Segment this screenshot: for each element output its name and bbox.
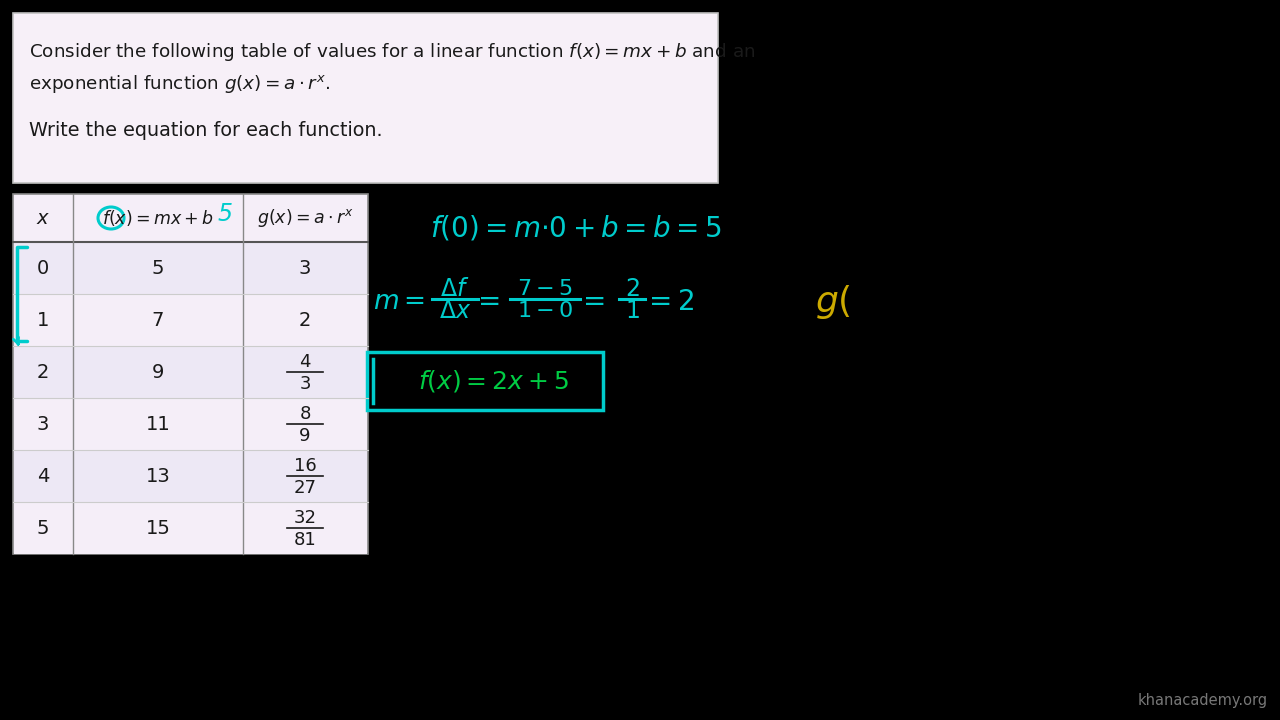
Text: 2: 2 <box>298 310 311 330</box>
Text: $1$: $1$ <box>625 299 640 323</box>
Text: 9: 9 <box>300 427 311 445</box>
Text: $= 2$: $= 2$ <box>643 288 694 316</box>
Text: 2: 2 <box>37 362 49 382</box>
Text: $f(x) = mx + b$: $f(x) = mx + b$ <box>102 208 214 228</box>
Text: 7: 7 <box>152 310 164 330</box>
Text: =: = <box>584 288 607 316</box>
Text: $f(x) = 2x + 5$: $f(x) = 2x + 5$ <box>417 368 568 394</box>
Text: $2$: $2$ <box>625 277 639 301</box>
Text: 9: 9 <box>152 362 164 382</box>
Text: 3: 3 <box>300 375 311 393</box>
Text: 13: 13 <box>146 467 170 485</box>
Text: khanacademy.org: khanacademy.org <box>1138 693 1268 708</box>
Text: exponential function $g(x) = a \cdot r^{x}$.: exponential function $g(x) = a \cdot r^{… <box>29 73 330 95</box>
Text: 11: 11 <box>146 415 170 433</box>
Text: 5: 5 <box>37 518 49 538</box>
Text: Write the equation for each function.: Write the equation for each function. <box>29 121 383 140</box>
Bar <box>14 450 367 502</box>
Text: 1: 1 <box>37 310 49 330</box>
Text: $1 - 0$: $1 - 0$ <box>517 301 573 321</box>
Text: 4: 4 <box>300 353 311 371</box>
Text: 3: 3 <box>37 415 49 433</box>
Text: 81: 81 <box>293 531 316 549</box>
Text: 32: 32 <box>293 509 316 527</box>
Text: $\Delta f$: $\Delta f$ <box>440 277 470 301</box>
Text: $\Delta x$: $\Delta x$ <box>439 299 471 323</box>
Bar <box>14 398 367 450</box>
Text: $7 - 5$: $7 - 5$ <box>517 279 573 299</box>
Text: $g($: $g($ <box>815 283 851 321</box>
FancyBboxPatch shape <box>13 13 718 183</box>
Bar <box>14 502 367 554</box>
Text: Consider the following table of values for a linear function $f(x) = mx + b$ and: Consider the following table of values f… <box>29 41 755 63</box>
Text: 5: 5 <box>152 258 164 277</box>
Text: $f(0) = m{\cdot}0 + b = b = 5$: $f(0) = m{\cdot}0 + b = b = 5$ <box>430 214 722 243</box>
Text: 5: 5 <box>218 202 233 226</box>
FancyBboxPatch shape <box>367 352 603 410</box>
Bar <box>14 294 367 346</box>
Bar <box>14 346 367 398</box>
Text: $g(x) = a \cdot r^x$: $g(x) = a \cdot r^x$ <box>257 207 353 229</box>
Text: $x$: $x$ <box>36 209 50 228</box>
Text: 27: 27 <box>293 479 316 497</box>
Text: 3: 3 <box>298 258 311 277</box>
Bar <box>14 242 367 294</box>
Text: 4: 4 <box>37 467 49 485</box>
Text: 15: 15 <box>146 518 170 538</box>
Bar <box>13 194 369 554</box>
Text: $m =$: $m =$ <box>372 289 425 315</box>
Text: 8: 8 <box>300 405 311 423</box>
Text: =: = <box>479 288 502 316</box>
Text: 0: 0 <box>37 258 49 277</box>
Text: 16: 16 <box>293 457 316 475</box>
